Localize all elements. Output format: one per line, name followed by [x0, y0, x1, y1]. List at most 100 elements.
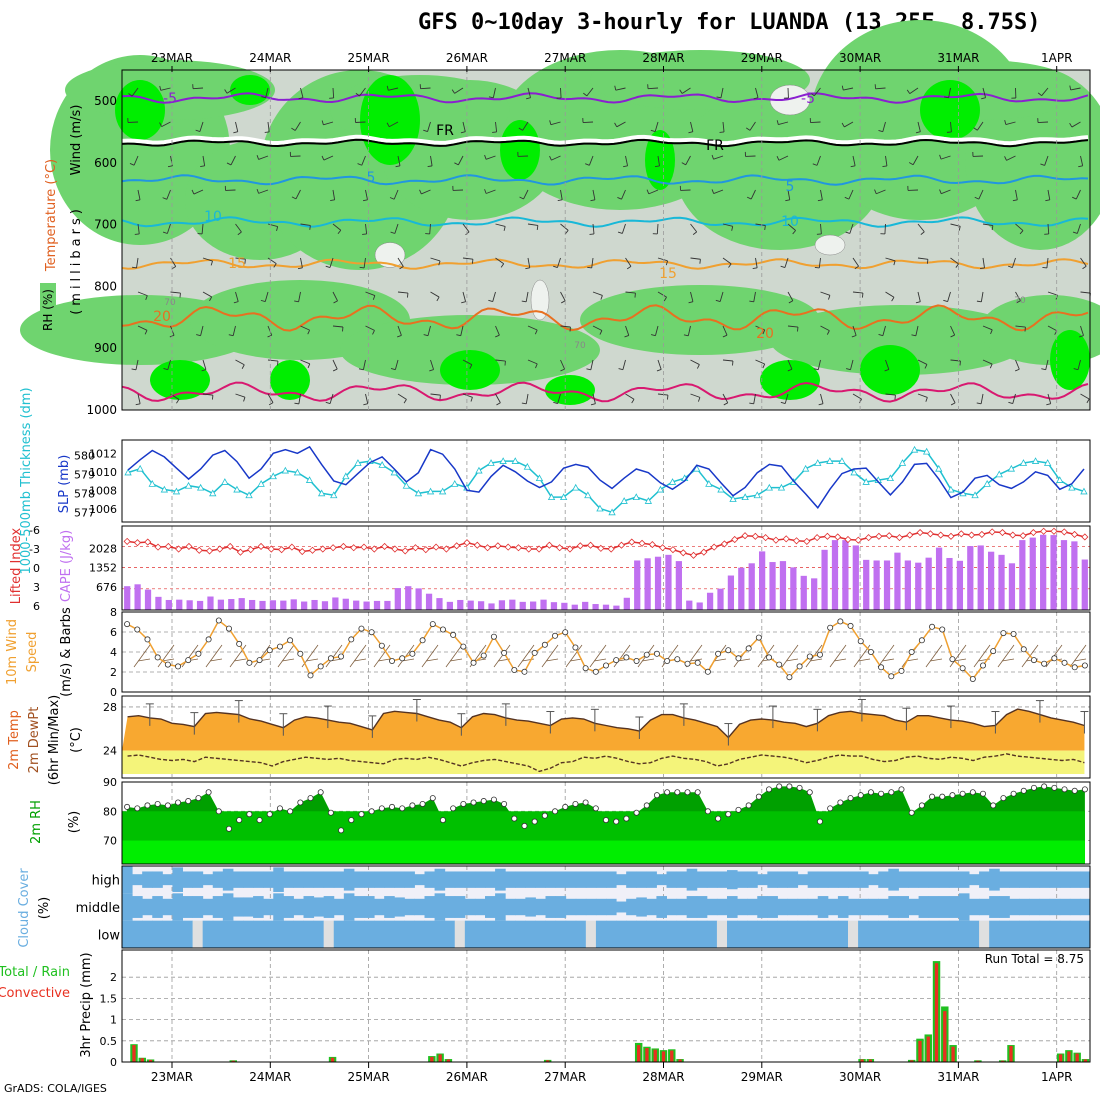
wind-barb	[917, 223, 925, 233]
cloud-panel-frame	[121, 865, 1091, 949]
wind-barb	[298, 291, 301, 302]
wind-barb	[549, 155, 552, 161]
wind-barb	[979, 267, 985, 270]
top-date-label: 27MAR	[544, 51, 586, 65]
wind10-barb	[325, 644, 343, 668]
rh-shade-bright	[500, 120, 540, 180]
wind-barb	[135, 359, 139, 370]
wind-speed-point	[847, 622, 854, 629]
cape-bar	[925, 557, 932, 610]
wind-barb	[812, 163, 818, 166]
wind-barb	[421, 189, 431, 195]
rh2m-point	[562, 803, 569, 810]
wind-barb	[654, 121, 659, 132]
thickness-point	[995, 470, 1003, 478]
cape-bar	[405, 586, 412, 610]
wind-barb	[332, 223, 342, 231]
wind-barb	[202, 359, 207, 370]
cape-bar	[935, 547, 943, 610]
rh2m-point	[837, 799, 844, 806]
cloud-cell	[1059, 871, 1071, 888]
wind-speed-point	[358, 625, 365, 632]
wind-barb	[679, 89, 683, 94]
rh2m-point	[256, 817, 263, 824]
cloud-cell	[827, 871, 839, 888]
tick-label: 80	[103, 805, 117, 818]
wind-barb	[1047, 223, 1050, 235]
rh2m-point	[643, 802, 650, 809]
wind-barb	[484, 189, 487, 194]
rh2m-point	[419, 800, 426, 807]
lifted-index-point	[720, 540, 728, 548]
wind-barb	[1079, 335, 1084, 338]
cape-bar	[1081, 559, 1088, 610]
wind-barb	[590, 199, 595, 202]
wind-barb	[309, 225, 311, 230]
rh2m-point	[827, 805, 834, 812]
wind-barb	[397, 291, 408, 294]
cloud-cell	[353, 871, 365, 888]
wind-barb	[762, 329, 766, 335]
wind-barb	[719, 291, 724, 302]
cloud-cell	[202, 898, 214, 916]
wind-barb	[950, 121, 952, 132]
wind-speed-point	[725, 647, 732, 654]
wind-barb	[817, 199, 823, 202]
contour-fr-halo	[121, 134, 1089, 146]
wind-barb	[820, 325, 830, 332]
wind-speed-point	[755, 634, 762, 641]
wind-speed-point	[1020, 646, 1027, 653]
wind-speed-point	[419, 637, 426, 644]
cape-bar	[883, 560, 891, 610]
thickness-point	[317, 489, 326, 497]
lifted-index-axis-label: Lifted Index	[9, 527, 24, 604]
tick-label: 0	[110, 686, 117, 699]
cloud-cell	[969, 874, 980, 886]
cape-bar	[384, 600, 391, 610]
wind-barb	[989, 363, 993, 369]
wind-barb	[657, 359, 662, 370]
cape-bar	[1050, 535, 1057, 610]
cape-bar	[394, 588, 401, 610]
lifted-index-point	[236, 548, 244, 556]
wind-barb	[267, 121, 270, 132]
wind-barb	[885, 291, 895, 298]
wind-barb	[948, 87, 951, 98]
cloud-cell	[364, 896, 375, 918]
top-date-label: 30MAR	[839, 51, 881, 65]
wind-barb	[365, 325, 375, 331]
wind-barb	[940, 155, 951, 160]
cloud-cell	[505, 871, 516, 888]
rh2m-point	[735, 806, 742, 813]
cape-bar	[977, 545, 984, 610]
wind-barb	[657, 291, 667, 298]
wind-barb	[233, 131, 238, 134]
thickness-point	[559, 493, 568, 501]
thickness-point	[632, 493, 640, 501]
wind-barb	[485, 189, 496, 194]
wind-barb	[323, 155, 334, 161]
precip-convective-bar	[132, 1045, 136, 1062]
cloud-cell	[535, 920, 546, 948]
cloud-cell	[172, 893, 183, 921]
wind-speed-point	[1030, 657, 1037, 664]
wind-barb	[298, 97, 304, 100]
wind-barb	[394, 359, 399, 370]
precip-convective-bar	[918, 1040, 922, 1062]
cloud-cell	[464, 920, 476, 948]
precip-convective-bar	[934, 963, 939, 1062]
wind-barb	[778, 121, 789, 126]
rh2m-point	[674, 789, 681, 796]
lifted-index-point	[144, 538, 152, 546]
wind10-barb	[689, 658, 703, 662]
wind-barb	[843, 87, 854, 91]
wind-speed-point	[786, 674, 793, 681]
cape-bar	[946, 557, 953, 610]
wind-barb	[787, 223, 796, 231]
cloud-cell	[747, 871, 758, 888]
thickness-point	[305, 476, 314, 483]
cloud-cell	[676, 871, 688, 888]
wind-barb	[592, 325, 603, 331]
wind-barb	[728, 263, 732, 268]
cloud-cell	[555, 920, 567, 948]
